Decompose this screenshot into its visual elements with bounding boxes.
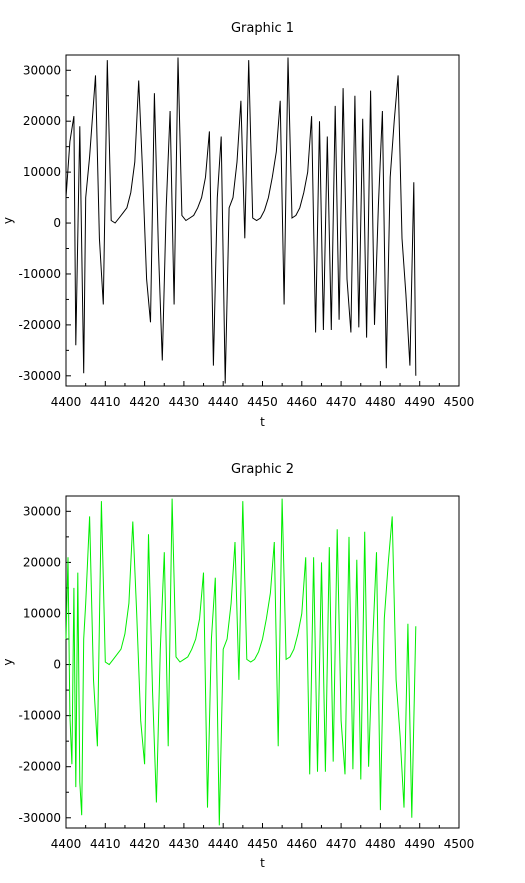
x-tick-label: 4490	[404, 395, 435, 409]
y-tick-label: -10000	[18, 709, 61, 723]
series-line-1	[65, 57, 417, 384]
chart-2: Graphic 2 4400 4410 4420 4430 4440 4450 4460 447…	[1, 462, 474, 870]
y-axis-label: y	[1, 217, 15, 224]
y-tick-label: 10000	[23, 606, 61, 620]
x-tick-label: 4400	[51, 395, 82, 409]
x-tick-label: 4410	[90, 837, 121, 851]
plot-frame	[65, 495, 460, 829]
y-tick-label: 0	[53, 658, 61, 672]
x-axis-label: t	[260, 415, 265, 429]
x-tick-label: 4410	[90, 395, 121, 409]
x-tick-label: 4500	[444, 837, 475, 851]
y-tick-label: 20000	[23, 114, 61, 128]
x-tick-label: 4420	[129, 395, 160, 409]
x-tick-label: 4430	[169, 837, 200, 851]
x-tick-label: 4500	[444, 395, 475, 409]
x-tick-label: 4460	[287, 395, 318, 409]
chart-title: Graphic 2	[231, 462, 294, 477]
x-tick-label: 4470	[326, 837, 357, 851]
x-tick-label: 4490	[404, 837, 435, 851]
x-tick-label: 4440	[208, 395, 239, 409]
x-tick-label: 4450	[247, 837, 278, 851]
x-tick-label: 4430	[169, 395, 200, 409]
y-tick-label: -30000	[18, 811, 61, 825]
x-tick-label: 4440	[208, 837, 239, 851]
x-tick-label: 4480	[365, 395, 396, 409]
x-tick-label: 4450	[247, 395, 278, 409]
x-tick-label: 4400	[51, 837, 82, 851]
x-tick-label: 4460	[287, 837, 318, 851]
series-line-1	[65, 498, 417, 826]
chart-title: Graphic 1	[231, 21, 294, 36]
y-axis-label: y	[1, 658, 15, 665]
plot-frame	[65, 54, 460, 387]
x-axis-label: t	[260, 856, 265, 870]
y-tick-label: 30000	[23, 504, 61, 518]
y-tick-label: -30000	[18, 369, 61, 383]
y-tick-label: 20000	[23, 555, 61, 569]
x-tick-label: 4470	[326, 395, 357, 409]
y-tick-label: 10000	[23, 165, 61, 179]
chart-1: Graphic 1 4400 4410 4420 4430 4440 4450 4460 447…	[1, 21, 474, 429]
x-tick-label: 4420	[129, 837, 160, 851]
y-tick-label: 30000	[23, 63, 61, 77]
x-tick-label: 4480	[365, 837, 396, 851]
y-tick-label: -20000	[18, 760, 61, 774]
y-tick-label: -20000	[18, 318, 61, 332]
y-tick-label: 0	[53, 216, 61, 230]
y-tick-label: -10000	[18, 267, 61, 281]
